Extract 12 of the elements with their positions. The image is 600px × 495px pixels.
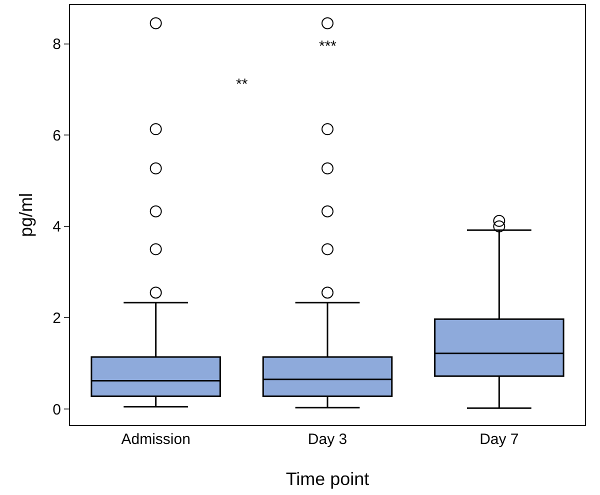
y-tick-label: 4 — [52, 218, 61, 236]
x-axis-title: Time point — [286, 469, 370, 490]
y-tick-label: 6 — [52, 127, 61, 144]
y-axis-title: pg/ml — [16, 192, 36, 238]
x-tick-label: Admission — [121, 431, 190, 448]
y-tick-label: 2 — [52, 310, 61, 327]
annotation: *** — [319, 38, 337, 55]
x-tick-label: Day 7 — [480, 431, 519, 448]
x-tick-label: Day 3 — [308, 431, 348, 448]
y-tick-label: 8 — [52, 36, 61, 54]
annotation: ** — [236, 76, 248, 93]
y-tick-label: 0 — [52, 401, 61, 418]
